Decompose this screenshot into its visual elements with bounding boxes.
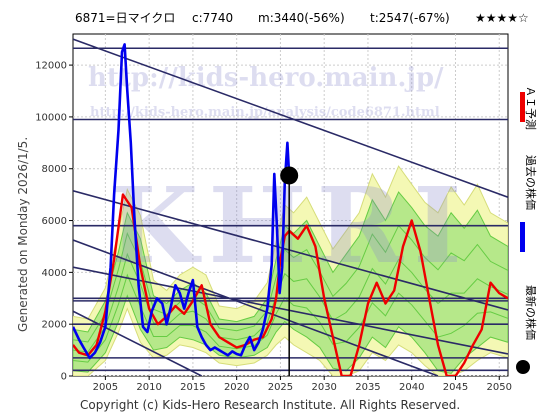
header-current-price: c:7740: [192, 11, 233, 25]
legend-ai-swatch: [520, 92, 525, 122]
y-tick-label: 2000: [42, 320, 67, 331]
trend-line-7: [73, 266, 508, 355]
x-tick-label: 2015: [180, 382, 205, 393]
y-tick-label: 0: [61, 372, 67, 383]
legend-ai-label: ＡＩ予測: [524, 86, 538, 130]
header-code-name: 6871=日マイクロ: [75, 11, 175, 25]
ai-prediction-line: [73, 193, 508, 376]
legend-past-label: 過去の株価: [524, 155, 538, 210]
trend-line-13: [73, 310, 203, 376]
y-tick-label: 6000: [42, 216, 67, 227]
x-tick-label: 2050: [487, 382, 512, 393]
legend-latest-marker: [516, 360, 530, 374]
x-tick-label: 2020: [224, 382, 249, 393]
series-lines: [73, 43, 508, 376]
trend-line-1: [73, 38, 508, 198]
copyright-text: Copyright (c) Kids-Hero Research Institu…: [80, 398, 460, 412]
watermark-url-detail: http://kids-hero.main.jp/analysis/code68…: [90, 105, 440, 120]
x-tick-label: 2030: [311, 382, 336, 393]
x-tick-label: 2005: [93, 382, 118, 393]
header-min-price: m:3440(-56%): [258, 11, 345, 25]
watermark-url: http://kids-hero.main.jp/: [88, 63, 444, 93]
y-tick-label: 4000: [42, 268, 67, 279]
x-tick-label: 2025: [268, 382, 293, 393]
x-tick-label: 2010: [136, 382, 161, 393]
y-tick-label: 8000: [42, 164, 67, 175]
latest-price-marker: [280, 166, 299, 185]
x-tick-label: 2035: [355, 382, 380, 393]
x-tick-label: 2040: [399, 382, 424, 393]
trend-line-4: [73, 189, 508, 311]
legend-latest-label: 最新の株価: [524, 285, 538, 340]
header-rating: ★★★★☆: [475, 11, 529, 25]
y-tick-label: 10000: [35, 112, 67, 123]
legend-past-swatch: [520, 222, 525, 252]
header-target-price: t:2547(-67%): [370, 11, 450, 25]
legend: ＡＩ予測 過去の株価 最新の株価: [516, 86, 538, 374]
axes: 2005 2010 2015 2020 2025 2030 2035 2040 2045 2050…: [35, 61, 512, 393]
generated-date-text: Generated on Monday 2026/1/5.: [16, 137, 30, 332]
y-tick-label: 12000: [35, 61, 67, 72]
trend-line-12: [73, 239, 439, 376]
past-price-line: [73, 43, 291, 360]
trend-lines: [73, 38, 508, 376]
x-tick-label: 2045: [443, 382, 468, 393]
